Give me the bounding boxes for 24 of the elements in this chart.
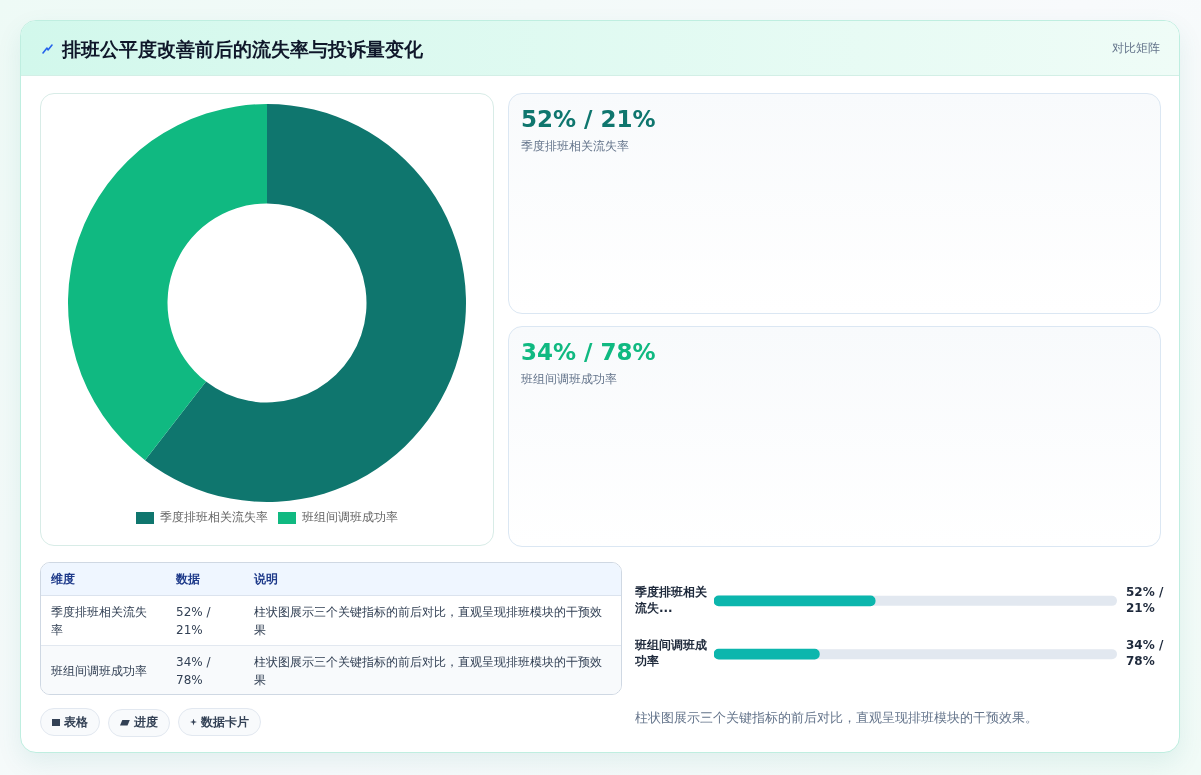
text: 表格 <box>64 713 88 731</box>
text: 34% / 78% <box>521 338 656 367</box>
legend-label: 季度排班相关流失率 <box>160 510 268 525</box>
y-tick-label: 季度排班相关流失... <box>634 584 708 616</box>
text: 数据卡片 <box>201 713 249 731</box>
text: 进度 <box>134 714 158 731</box>
text: 维度 <box>51 572 75 586</box>
text: 柱状图展示三个关键指标的前后对比，直观呈现排班模块的干预效果。 <box>635 709 1038 727</box>
text: 季度排班相关流失率 <box>51 605 147 637</box>
text: 班组间调班成功率 <box>51 664 147 678</box>
data-label: 34% / 78% <box>1126 638 1164 669</box>
chart-title: 排班公平度改善前后的流失率与投诉量变化 <box>62 37 423 62</box>
text: 52% / 21% <box>176 605 211 637</box>
text: 34% / 78% <box>176 655 211 687</box>
legend-label: 班组间调班成功率 <box>302 510 398 525</box>
text: 数据 <box>176 572 200 586</box>
text: 说明 <box>254 572 278 586</box>
text: 对比矩阵 <box>1112 41 1160 55</box>
text: 柱状图展示三个关键指标的前后对比，直观呈现排班模块的干预效果 <box>254 605 602 637</box>
text: 季度排班相关流失率 <box>521 138 629 154</box>
text: 52% / 21% <box>521 105 656 134</box>
text: 班组间调班成功率 <box>521 371 617 387</box>
text: 柱状图展示三个关键指标的前后对比，直观呈现排班模块的干预效果 <box>254 655 602 687</box>
data-label: 52% / 21% <box>1126 584 1164 615</box>
